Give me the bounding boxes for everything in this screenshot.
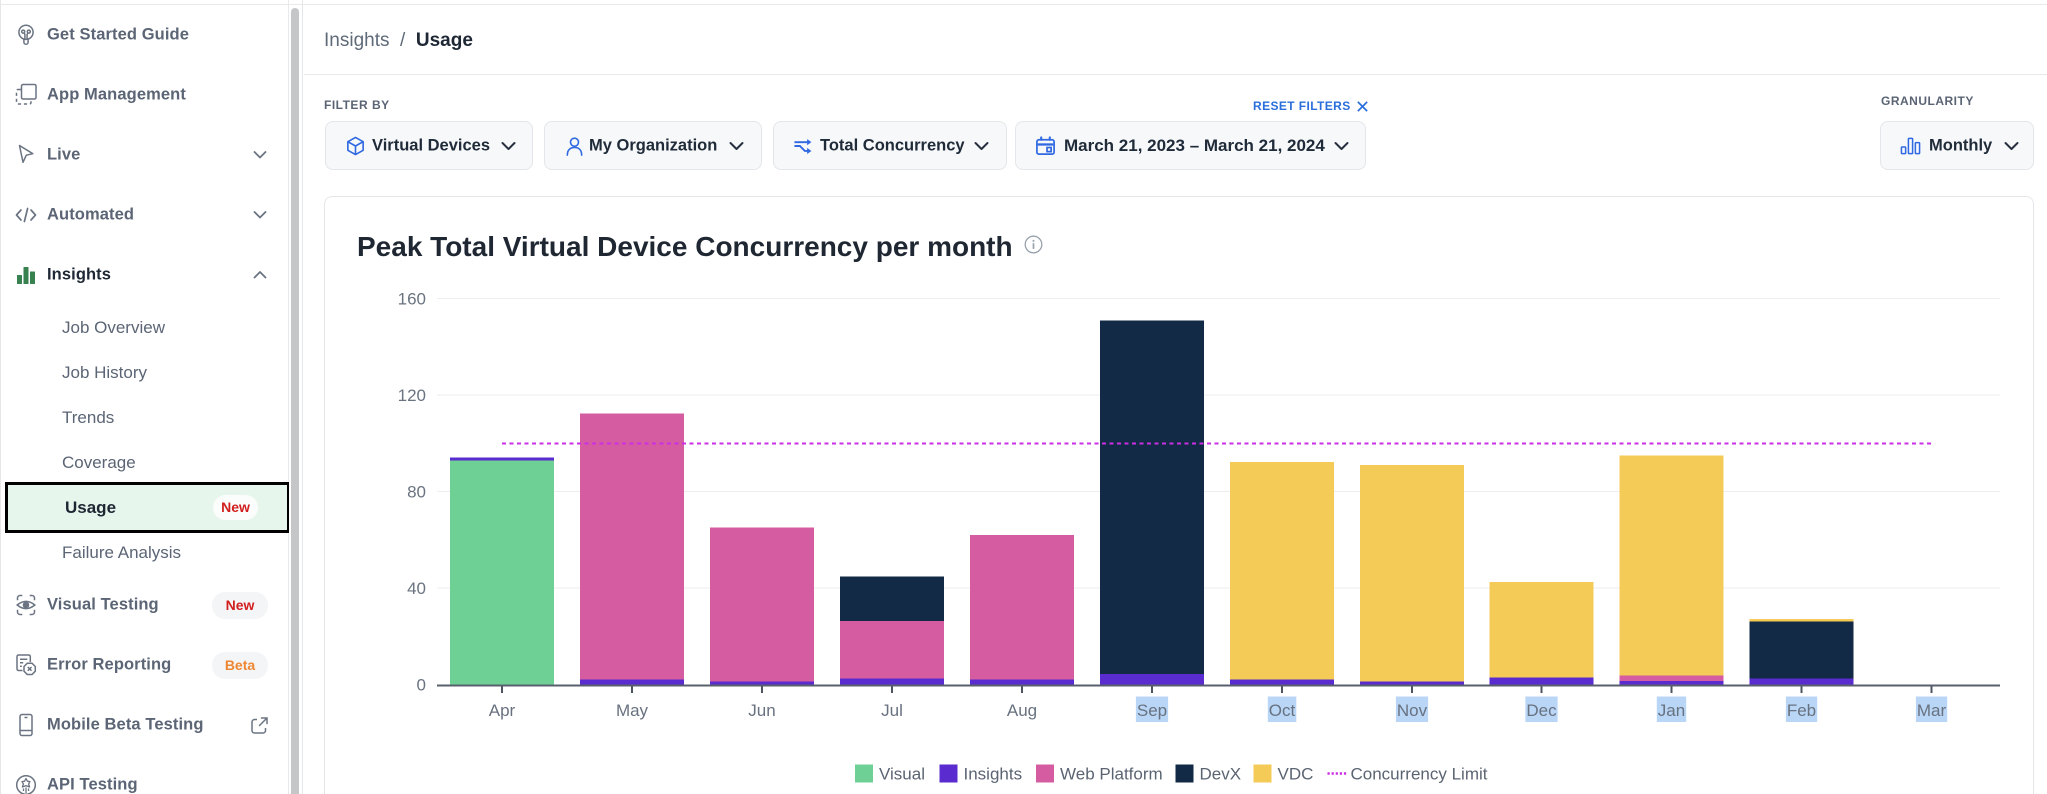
- svg-text:120: 120: [398, 386, 426, 405]
- svg-text:Concurrency Limit: Concurrency Limit: [1351, 765, 1488, 784]
- svg-text:Apr: Apr: [489, 701, 516, 720]
- svg-text:Dec: Dec: [1526, 701, 1557, 720]
- svg-text:Feb: Feb: [1787, 701, 1816, 720]
- svg-text:160: 160: [398, 290, 426, 309]
- svg-text:80: 80: [407, 483, 426, 502]
- svg-text:Jan: Jan: [1658, 701, 1685, 720]
- svg-text:Oct: Oct: [1269, 701, 1296, 720]
- svg-text:DevX: DevX: [1200, 765, 1242, 784]
- svg-text:Insights: Insights: [964, 765, 1023, 784]
- svg-text:Jul: Jul: [881, 701, 903, 720]
- svg-text:May: May: [616, 701, 649, 720]
- svg-text:Mar: Mar: [1917, 701, 1947, 720]
- svg-text:Jun: Jun: [748, 701, 775, 720]
- svg-text:Nov: Nov: [1397, 701, 1428, 720]
- svg-text:Web Platform: Web Platform: [1060, 765, 1163, 784]
- svg-text:0: 0: [417, 676, 426, 695]
- svg-text:Aug: Aug: [1007, 701, 1037, 720]
- svg-text:Visual: Visual: [879, 765, 925, 784]
- svg-text:Sep: Sep: [1137, 701, 1167, 720]
- svg-text:VDC: VDC: [1278, 765, 1314, 784]
- svg-text:40: 40: [407, 579, 426, 598]
